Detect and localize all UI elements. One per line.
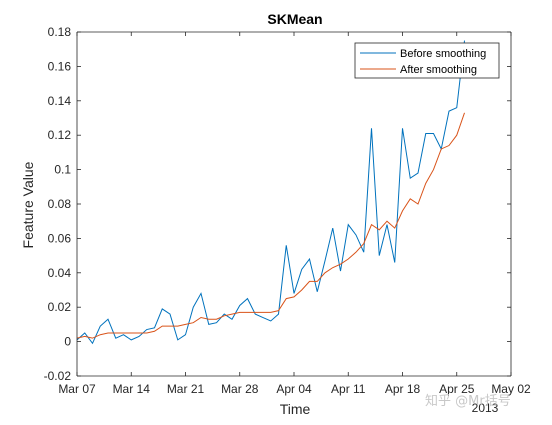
plot-area bbox=[77, 32, 511, 376]
x-tick-label: Apr 11 bbox=[331, 382, 366, 396]
x-tick-label: Mar 21 bbox=[167, 382, 205, 396]
x-tick-label: Apr 25 bbox=[439, 382, 475, 396]
y-tick-label: -0.02 bbox=[44, 369, 72, 383]
y-tick-label: 0.04 bbox=[48, 266, 72, 280]
series-layer bbox=[76, 40, 465, 345]
y-tick-label: 0 bbox=[64, 335, 71, 349]
y-tick-label: 0.18 bbox=[48, 25, 72, 39]
x-axis-year-label: 2013 bbox=[472, 401, 499, 415]
y-tick-label: 0.02 bbox=[48, 300, 72, 314]
x-tick-label: Apr 04 bbox=[276, 382, 312, 396]
y-tick-label: 0.08 bbox=[48, 197, 72, 211]
x-tick-label: Mar 28 bbox=[221, 382, 259, 396]
watermark-text: 知乎 @Mr括号 bbox=[425, 393, 511, 409]
series-line-before-smoothing bbox=[76, 40, 465, 345]
legend: Before smoothing After smoothing bbox=[354, 42, 500, 79]
x-tick-label: Mar 14 bbox=[113, 382, 151, 396]
y-tick-label: 0.06 bbox=[48, 231, 72, 245]
y-tick-label: 0.16 bbox=[48, 59, 72, 73]
legend-label-after-smoothing: After smoothing bbox=[400, 64, 477, 76]
y-tick-label: 0.1 bbox=[54, 163, 71, 177]
y-tick-label: 0.12 bbox=[48, 128, 72, 142]
x-axis-label: Time bbox=[280, 401, 311, 417]
legend-label-before-smoothing: Before smoothing bbox=[400, 48, 486, 60]
y-axis-label: Feature Value bbox=[20, 161, 36, 248]
legend-box bbox=[354, 42, 500, 79]
series-line-after-smoothing bbox=[76, 112, 465, 339]
chart-title: SKMean bbox=[267, 11, 322, 27]
ticks-layer: -0.02 0 0.02 0.04 0.06 0.08 0.1 0.12 0.14 0.16 0.1… bbox=[44, 25, 531, 396]
x-tick-label: Apr 18 bbox=[385, 382, 421, 396]
x-tick-label: May 02 bbox=[491, 382, 531, 396]
x-tick-label: Mar 07 bbox=[58, 382, 96, 396]
y-tick-label: 0.14 bbox=[48, 94, 72, 108]
